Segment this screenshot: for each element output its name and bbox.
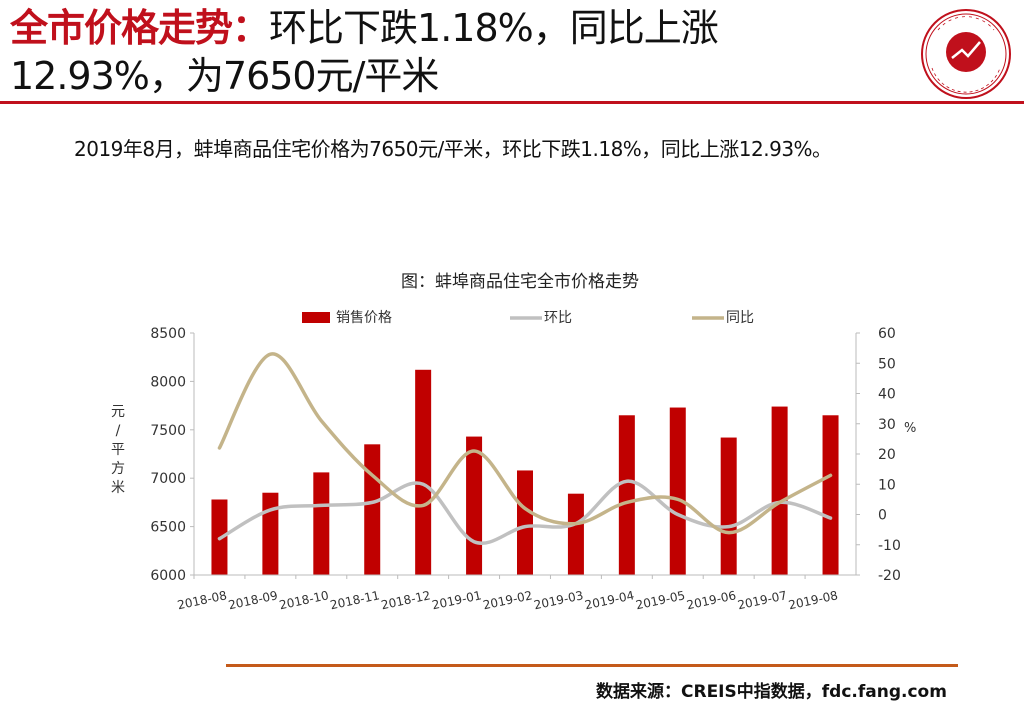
x-tick-label-2018-09: 2018-09 <box>227 588 279 612</box>
chart-title: 图：蚌埠商品住宅全市价格走势 <box>401 272 639 292</box>
point-2-2019-08 <box>829 474 831 476</box>
right-tick-label-6: 40 <box>878 387 896 403</box>
bar-2019-01 <box>466 436 483 575</box>
page-title: 全市价格走势：环比下跌1.18%，同比上涨 12.93%，为7650元/平米 <box>10 4 890 100</box>
left-tick-label-0: 6000 <box>150 568 186 584</box>
bar-2018-09 <box>262 492 279 575</box>
point-1-2018-08 <box>218 538 220 540</box>
title-line2: 12.93%，为7650元/平米 <box>10 54 439 98</box>
point-2-2019-06 <box>727 531 729 533</box>
point-2-2018-12 <box>422 504 424 506</box>
china-index-academy-seal-icon <box>921 9 1011 99</box>
point-1-2019-05 <box>677 513 679 515</box>
x-tick-label-2019-03: 2019-03 <box>533 588 585 612</box>
point-2-2018-08 <box>218 447 220 449</box>
left-tick-label-1: 6500 <box>150 520 186 536</box>
point-2-2019-07 <box>778 501 780 503</box>
point-1-2018-09 <box>269 509 271 511</box>
right-axis: -20 -10 0 10 20 30 40 50 60% <box>855 326 916 584</box>
point-2-2018-11 <box>371 474 373 476</box>
left-tick-label-2: 7000 <box>150 471 186 487</box>
bar-series <box>211 369 839 575</box>
chart-legend: 销售价格 环比 同比 <box>302 310 754 326</box>
bar-2019-03 <box>567 493 584 575</box>
line-1 <box>217 479 833 545</box>
legend-swatch-0 <box>302 312 330 323</box>
point-2-2019-02 <box>524 507 526 509</box>
point-1-2019-01 <box>473 541 475 543</box>
point-2-2019-05 <box>677 498 679 500</box>
x-tick-label-2018-11: 2018-11 <box>329 588 381 612</box>
x-tick-label-2019-02: 2019-02 <box>482 588 534 612</box>
header-divider <box>0 101 1024 104</box>
price-trend-chart: 图：蚌埠商品住宅全市价格走势 销售价格 环比 同比 6000 6500 7000 7500… <box>111 272 916 612</box>
right-axis-label: % <box>904 421 916 436</box>
title-line1: 环比下跌1.18%，同比上涨 <box>269 6 719 50</box>
right-tick-label-0: -20 <box>878 568 901 584</box>
point-2-2019-03 <box>575 522 577 524</box>
bar-2019-05 <box>669 407 686 575</box>
right-tick-label-7: 50 <box>878 356 896 372</box>
x-tick-label-2019-07: 2019-07 <box>736 588 788 612</box>
header: 全市价格走势：环比下跌1.18%，同比上涨 12.93%，为7650元/平米 <box>0 0 1024 104</box>
legend-label-2: 同比 <box>726 310 754 326</box>
point-1-2018-12 <box>422 483 424 485</box>
bar-2019-04 <box>618 415 635 575</box>
legend-label-1: 环比 <box>544 310 572 326</box>
data-source: 数据来源：CREIS中指数据，fdc.fang.com <box>596 682 947 702</box>
point-1-2019-08 <box>829 517 831 519</box>
point-1-2019-02 <box>524 525 526 527</box>
x-tick-label-2019-04: 2019-04 <box>584 588 636 612</box>
bar-2018-11 <box>364 444 381 575</box>
bar-2019-02 <box>517 470 533 575</box>
point-2-2018-10 <box>320 420 322 422</box>
x-tick-label-2019-05: 2019-05 <box>634 588 686 612</box>
line-series <box>217 352 833 545</box>
bar-2018-12 <box>415 369 432 575</box>
bar-2019-06 <box>720 437 737 575</box>
point-2-2018-09 <box>269 353 271 355</box>
line-2 <box>217 352 833 535</box>
bar-2019-08 <box>822 415 839 575</box>
right-tick-label-4: 20 <box>878 447 896 463</box>
point-1-2018-11 <box>371 501 373 503</box>
right-tick-label-3: 10 <box>878 477 896 493</box>
x-tick-label-2019-06: 2019-06 <box>685 588 737 612</box>
point-2-2019-01 <box>473 450 475 452</box>
point-2-2019-04 <box>626 501 628 503</box>
footer-divider <box>226 664 958 667</box>
x-tick-label-2018-12: 2018-12 <box>380 588 432 612</box>
right-tick-label-2: 0 <box>878 508 887 524</box>
x-tick-label-2019-01: 2019-01 <box>431 588 483 612</box>
x-tick-label-2018-08: 2018-08 <box>176 588 228 612</box>
left-tick-label-4: 8000 <box>150 374 186 390</box>
x-axis: 2018-082018-092018-102018-112018-122019-… <box>176 574 856 612</box>
x-tick-label-2019-08: 2019-08 <box>787 588 839 612</box>
left-tick-label-3: 7500 <box>150 423 186 439</box>
x-tick-label-2018-10: 2018-10 <box>278 588 330 612</box>
left-tick-label-5: 8500 <box>150 326 186 342</box>
point-1-2019-04 <box>626 480 628 482</box>
left-axis: 6000 6500 7000 7500 8000 8500 元/平方米 <box>111 326 195 584</box>
title-highlight: 全市价格走势： <box>10 6 270 50</box>
legend-label-0: 销售价格 <box>336 310 392 326</box>
left-axis-label: 元/平方米 <box>111 404 125 496</box>
right-tick-label-1: -10 <box>878 538 901 554</box>
bar-2019-07 <box>771 406 788 575</box>
right-tick-label-8: 60 <box>878 326 896 342</box>
point-1-2018-10 <box>320 504 322 506</box>
right-tick-label-5: 30 <box>878 417 896 433</box>
summary-text: 2019年8月，蚌埠商品住宅价格为7650元/平米，环比下跌1.18%，同比上涨… <box>74 137 832 161</box>
point-1-2019-06 <box>727 525 729 527</box>
bar-2018-10 <box>313 472 330 575</box>
